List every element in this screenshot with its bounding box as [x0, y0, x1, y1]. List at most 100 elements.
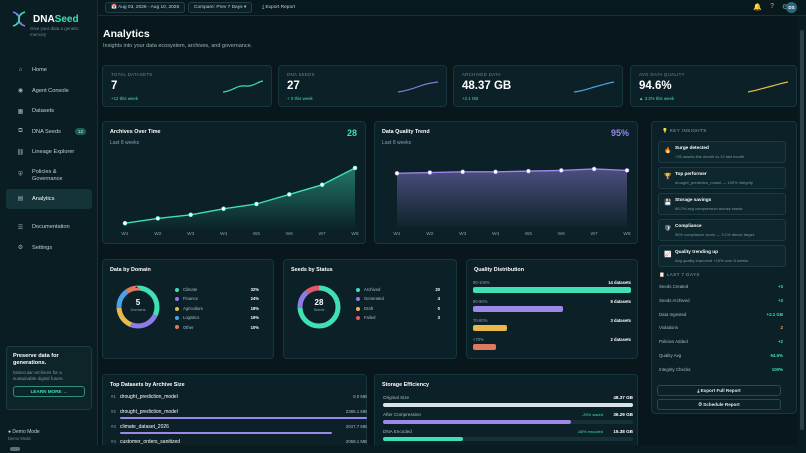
insight-item[interactable]: 📈 Quality trending up Avg quality improved… — [658, 245, 786, 267]
data-point[interactable] — [526, 168, 531, 174]
sidebar-item-label: Datasets — [32, 108, 55, 115]
donut-slice[interactable] — [297, 285, 341, 329]
avatar[interactable]: DS — [786, 2, 797, 13]
kpi-delta: ▲ 3.2% this week — [639, 96, 675, 101]
sidebar-item-label: Settings — [32, 244, 53, 251]
data-point[interactable] — [460, 169, 466, 175]
legend-value: 10% — [250, 324, 259, 330]
home-icon: ⌂ — [18, 67, 23, 74]
data-point[interactable] — [286, 192, 292, 197]
scrollbar-thumb[interactable] — [800, 30, 804, 430]
kpi-sparkline — [223, 80, 263, 93]
storage-label: After Compression — [383, 412, 422, 417]
bell-icon[interactable]: 🔔 — [753, 4, 762, 11]
sidebar-item-dna-seeds[interactable]: ⧉ DNA Seeds 12 — [6, 122, 92, 143]
data-point[interactable] — [558, 168, 564, 173]
area-fill — [397, 168, 627, 228]
chart-title: Data by Domain — [110, 267, 151, 273]
data-point[interactable] — [352, 165, 358, 171]
rank: #1 — [111, 394, 116, 399]
sidebar-item-documentation[interactable]: ☰ Documentation — [6, 217, 92, 238]
table-row[interactable]: #1 drought_prediction_model 0.0 MB — [111, 394, 367, 408]
data-point[interactable] — [493, 169, 498, 175]
data-point[interactable] — [427, 170, 433, 175]
stat-label: Quality Avg — [659, 353, 682, 358]
data-point[interactable] — [319, 182, 325, 188]
help-icon[interactable]: ? — [770, 3, 775, 10]
donut-slice[interactable] — [297, 285, 341, 329]
distribution-row[interactable]: 80-90% 8 datasets — [473, 299, 631, 317]
kpi-delta: +12 this week — [111, 96, 138, 101]
sidebar-item-label: Lineage Explorer — [32, 149, 75, 156]
stat-row: Integrity Checks 100% — [659, 367, 783, 375]
insight-item[interactable]: 🔥 Surge detected +26 assets this month vs … — [658, 141, 786, 163]
chart-title: Storage Efficiency — [382, 382, 430, 388]
kpi-label: ARCHIVED DATA — [462, 72, 501, 77]
vertical-scrollbar[interactable] — [798, 16, 806, 453]
sidebar-item-settings[interactable]: ⚙ Settings — [6, 238, 92, 259]
storage-value: 48.37 GB — [613, 395, 633, 400]
distribution-row[interactable]: 70-80% 3 datasets — [473, 318, 631, 336]
sidebar-item-policies[interactable]: ⛨ Policies & Governance — [6, 163, 92, 189]
last7-title: 📋 LAST 7 DAYS — [659, 272, 700, 277]
data-point[interactable] — [254, 201, 259, 207]
range-count: 2 datasets — [610, 337, 631, 342]
date-range-picker[interactable]: 📅 Aug 03, 2026 - Aug 10, 2026 — [105, 2, 186, 13]
dataset-name: drought_prediction_model — [120, 409, 178, 415]
scrollbar-thumb[interactable] — [10, 447, 20, 451]
insight-item[interactable]: 💾 Storage savings 68.2% avg compression ac… — [658, 193, 786, 215]
data-point[interactable] — [221, 206, 226, 212]
app-tagline: Give your data a genetic memory — [30, 26, 79, 37]
insight-title: Quality trending up — [675, 249, 718, 254]
distribution-row[interactable]: 90-100% 14 datasets — [473, 280, 631, 298]
donut-center-label: Domains — [130, 308, 146, 312]
demo-mode-indicator[interactable]: ● Demo Mode Demo Mode — [8, 429, 40, 441]
legend-swatch — [175, 287, 179, 292]
compare-dropdown[interactable]: Compare: Prev 7 Days ▾ — [188, 2, 253, 13]
logo[interactable]: DNASeed — [10, 10, 79, 28]
insight-title: Compliance — [675, 223, 702, 228]
table-row[interactable]: #3 climate_dataset_2026 2047.7 MB — [111, 424, 367, 438]
quality-dist-card: Quality Distribution 90-100% 14 datasets 8… — [466, 259, 638, 359]
quality-chart-card: Data Quality Trend Last 8 weeks 95% W1 W2… — [374, 121, 638, 244]
sidebar-item-analytics[interactable]: ▤ Analytics — [6, 188, 92, 209]
x-tick-label: W2 — [154, 231, 162, 237]
insight-title: Top performer — [675, 171, 707, 176]
data-point[interactable] — [394, 170, 400, 176]
table-row[interactable]: #2 drought_prediction_model 2385.1 MB — [111, 409, 367, 423]
lineage-icon: ⛓ — [16, 149, 25, 156]
sidebar-item-lineage[interactable]: ⛓ Lineage Explorer — [6, 142, 92, 163]
stat-row: Seeds Archived +3 — [659, 298, 783, 306]
sidebar-item-datasets[interactable]: ▦ Datasets — [6, 101, 92, 122]
export-report-button[interactable]: ⤓ Export Report — [262, 5, 296, 10]
x-tick-label: W4 — [220, 231, 228, 237]
sidebar-item-label: Policies & Governance — [32, 168, 63, 182]
donut-slice[interactable] — [116, 285, 160, 329]
donut-slice[interactable] — [116, 285, 160, 329]
horizontal-scrollbar[interactable] — [0, 445, 806, 453]
stat-value: 100% — [771, 366, 783, 372]
donut-slice[interactable] — [116, 285, 160, 329]
insight-title: Surge detected — [675, 145, 709, 150]
storage-bar — [383, 420, 571, 424]
app-name-prefix: DNA — [33, 13, 55, 25]
x-tick-label: W5 — [525, 231, 533, 237]
insight-item[interactable]: 🏆 Top performer drought_prediction_model —… — [658, 167, 786, 189]
data-point[interactable] — [591, 166, 597, 172]
sidebar-item-agent-console[interactable]: ◉ Agent Console — [6, 81, 92, 102]
stat-label: Integrity Checks — [659, 366, 691, 372]
sidebar-item-home[interactable]: ⌂ Home — [6, 60, 92, 81]
legend-label: Archived — [364, 287, 381, 292]
insight-item[interactable]: 🛡 Compliance 96% compliance score — 3.1% a… — [658, 219, 786, 241]
data-point[interactable] — [155, 216, 161, 221]
distribution-row[interactable]: <70% 2 datasets — [473, 337, 631, 355]
data-point[interactable] — [122, 220, 128, 226]
data-point[interactable] — [624, 168, 630, 173]
kpi-value: 48.37 GB — [462, 80, 512, 92]
export-full-report-button[interactable]: ⤓ Export Full Report — [657, 385, 781, 396]
demo-mode-label: ● Demo Mode — [8, 429, 40, 435]
learn-more-button[interactable]: LEARN MORE → — [13, 386, 85, 397]
data-point[interactable] — [188, 212, 194, 218]
schedule-report-button[interactable]: ⏱ Schedule Report — [657, 399, 781, 410]
settings-icon[interactable]: ⚙ — [782, 3, 788, 11]
